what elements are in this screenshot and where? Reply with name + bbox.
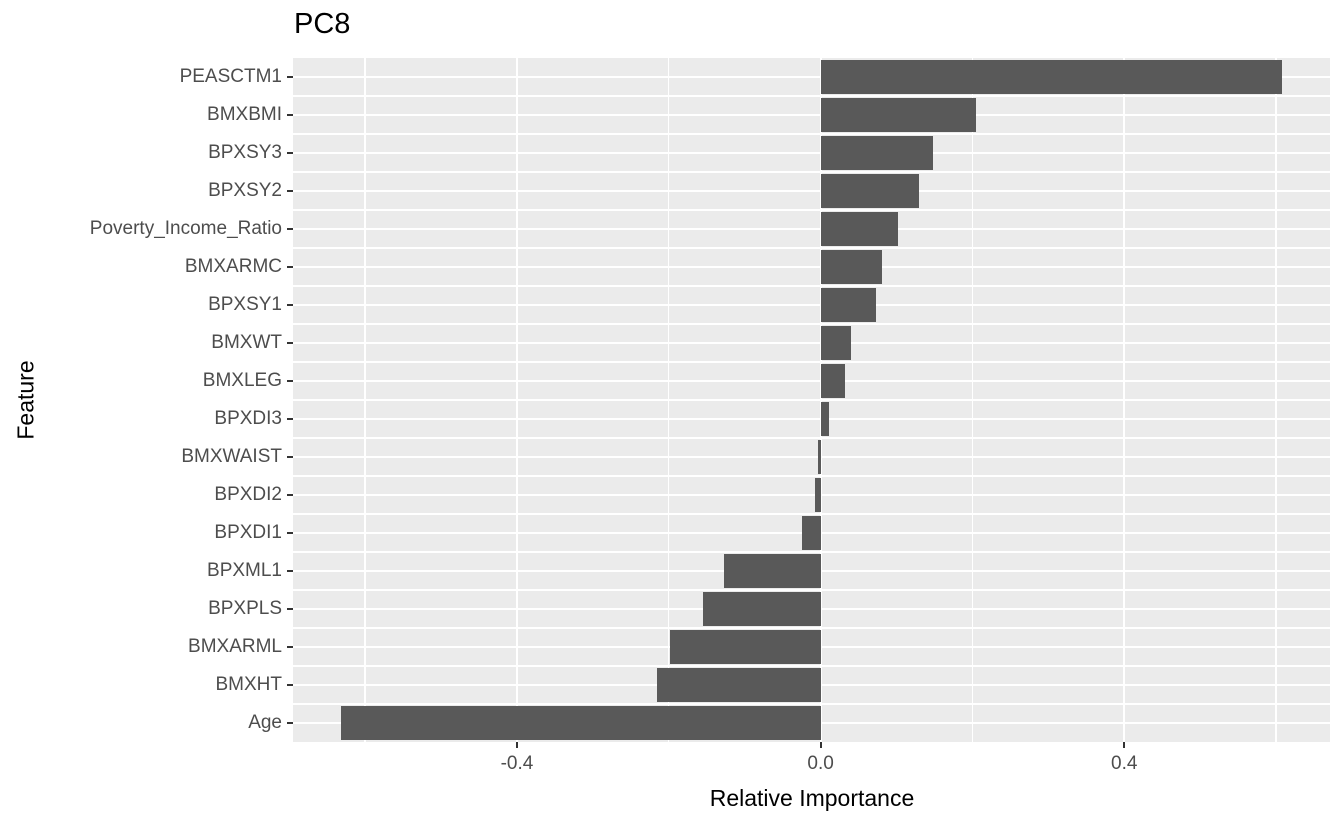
y-tick-mark — [287, 152, 293, 154]
bar-BMXARMC — [820, 250, 883, 284]
major-gridline-y — [293, 303, 1330, 307]
minor-gridline-y — [293, 209, 1330, 211]
minor-gridline-y — [293, 703, 1330, 705]
y-tick-mark — [287, 570, 293, 572]
bar-Poverty_Income_Ratio — [820, 212, 899, 246]
major-gridline-y — [293, 75, 1330, 79]
x-tick-label: -0.4 — [500, 753, 534, 774]
y-axis-label-BPXSY1: BPXSY1 — [208, 294, 282, 315]
plot-title: PC8 — [294, 8, 351, 40]
major-gridline-x — [515, 58, 519, 742]
bar-BPXDI3 — [820, 402, 829, 436]
major-gridline-y — [293, 417, 1330, 421]
x-tick-label: 0.0 — [807, 753, 834, 774]
bar-BMXHT — [657, 668, 821, 702]
minor-gridline-y — [293, 323, 1330, 325]
x-tick-mark — [819, 742, 822, 748]
bar-BPXML1 — [724, 554, 821, 588]
y-tick-mark — [287, 684, 293, 686]
y-axis-label-BMXWT: BMXWT — [211, 332, 282, 353]
major-gridline-x — [1123, 58, 1126, 742]
bar-PEASCTM1 — [820, 60, 1283, 94]
major-gridline-y — [293, 189, 1330, 193]
y-tick-mark — [287, 532, 293, 534]
y-axis-label-BMXARML: BMXARML — [188, 636, 282, 657]
major-gridline-y — [293, 113, 1330, 117]
major-gridline-y — [293, 455, 1330, 459]
x-tick-label: 0.4 — [1111, 753, 1138, 774]
y-tick-mark — [287, 304, 293, 306]
y-axis-label-BPXSY3: BPXSY3 — [208, 142, 282, 163]
y-tick-mark — [287, 646, 293, 648]
bar-BMXLEG — [820, 364, 845, 398]
major-gridline-y — [293, 151, 1330, 155]
major-gridline-y — [293, 379, 1330, 383]
minor-gridline-y — [293, 95, 1330, 97]
y-tick-mark — [287, 190, 293, 192]
y-tick-mark — [287, 114, 293, 116]
major-gridline-y — [293, 493, 1330, 497]
minor-gridline-y — [293, 475, 1330, 477]
y-axis-label-Age: Age — [248, 712, 282, 733]
minor-gridline-y — [293, 551, 1330, 553]
minor-gridline-y — [293, 361, 1330, 363]
y-tick-mark — [287, 722, 293, 724]
y-tick-mark — [287, 456, 293, 458]
bar-BMXWT — [820, 326, 851, 360]
y-axis-label-BPXDI2: BPXDI2 — [214, 484, 282, 505]
y-axis-label-BMXBMI: BMXBMI — [207, 104, 282, 125]
bar-Age — [340, 706, 821, 740]
minor-gridline-y — [293, 133, 1330, 135]
bar-BPXSY3 — [820, 136, 933, 170]
y-tick-mark — [287, 76, 293, 78]
y-tick-mark — [287, 608, 293, 610]
minor-gridline-y — [293, 437, 1330, 439]
minor-gridline-y — [293, 399, 1330, 401]
y-tick-mark — [287, 494, 293, 496]
bar-BPXSY2 — [820, 174, 920, 208]
minor-gridline-y — [293, 171, 1330, 173]
x-axis-title: Relative Importance — [709, 785, 915, 811]
y-axis-label-BMXWAIST: BMXWAIST — [181, 446, 282, 467]
major-gridline-y — [293, 265, 1330, 269]
bar-BMXWAIST — [817, 440, 821, 474]
bar-BPXDI1 — [801, 516, 821, 550]
bar-BMXARML — [669, 630, 821, 664]
x-tick-mark — [1123, 742, 1126, 748]
chart-panel — [293, 58, 1330, 742]
bar-BMXBMI — [820, 98, 977, 132]
y-axis-label-BMXARMC: BMXARMC — [184, 256, 282, 277]
major-gridline-y — [293, 227, 1330, 231]
y-axis-label-BMXHT: BMXHT — [215, 674, 283, 695]
minor-gridline-y — [293, 627, 1330, 629]
y-axis-label-BPXPLS: BPXPLS — [208, 598, 282, 619]
y-axis-label-BMXLEG: BMXLEG — [202, 370, 282, 391]
minor-gridline-y — [293, 247, 1330, 249]
y-tick-mark — [287, 228, 293, 230]
y-tick-mark — [287, 266, 293, 268]
bar-BPXPLS — [702, 592, 821, 626]
major-gridline-y — [293, 341, 1330, 345]
y-axis-label-Poverty_Income_Ratio: Poverty_Income_Ratio — [89, 218, 282, 239]
y-axis-label-BPXDI3: BPXDI3 — [214, 408, 282, 429]
y-axis-label-PEASCTM1: PEASCTM1 — [179, 66, 282, 87]
y-tick-mark — [287, 342, 293, 344]
minor-gridline-y — [293, 285, 1330, 287]
y-axis-label-BPXSY2: BPXSY2 — [208, 180, 282, 201]
y-axis-title: Feature — [12, 360, 39, 440]
y-tick-mark — [287, 380, 293, 382]
bar-BPXSY1 — [820, 288, 877, 322]
major-gridline-x — [819, 58, 822, 742]
minor-gridline-y — [293, 513, 1330, 515]
minor-gridline-y — [293, 589, 1330, 591]
minor-gridline-y — [293, 665, 1330, 667]
bar-BPXDI2 — [815, 478, 821, 512]
x-tick-mark — [515, 742, 518, 748]
y-tick-mark — [287, 418, 293, 420]
y-axis-label-BPXDI1: BPXDI1 — [214, 522, 282, 543]
y-axis-label-BPXML1: BPXML1 — [207, 560, 282, 581]
